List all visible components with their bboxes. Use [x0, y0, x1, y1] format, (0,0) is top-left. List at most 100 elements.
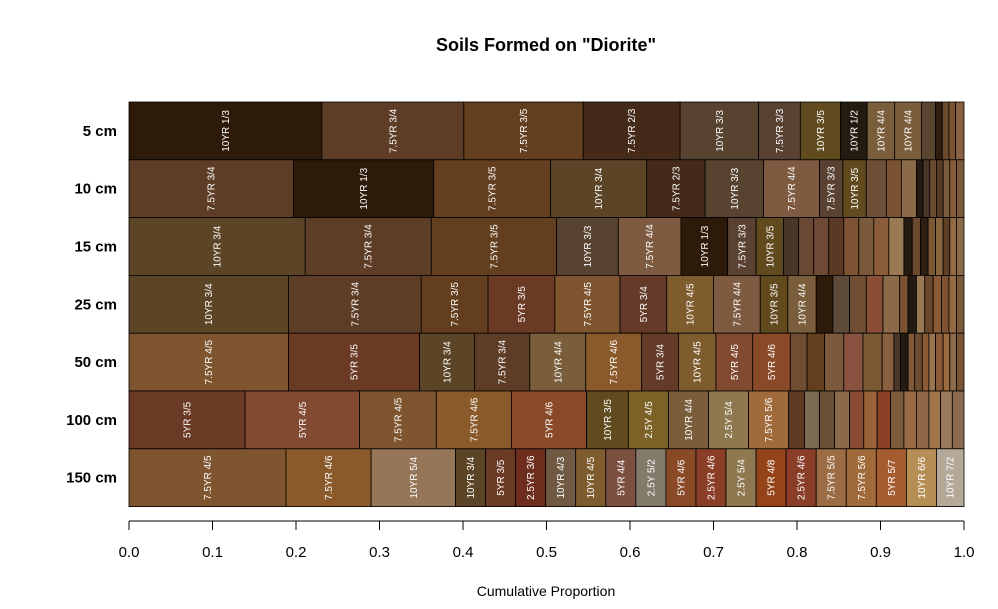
x-axis: 0.0 0.1 0.2 0.3 0.4 0.5 0.6 0.7 0.8 0.9 1.0 — [119, 520, 974, 561]
bar-segment — [785, 448, 817, 507]
segment-label: 10YR 7/2 — [946, 456, 957, 498]
bar-segment — [941, 101, 950, 161]
segment-label: 10YR 3/4 — [466, 456, 477, 498]
bar-segment — [783, 217, 800, 276]
bar-segment — [815, 448, 847, 507]
bar-segment — [956, 159, 965, 219]
bar-segment — [834, 390, 851, 450]
bar-segment — [948, 101, 957, 161]
x-tick-label: 0.5 — [536, 544, 557, 561]
bar-segment — [680, 217, 729, 276]
bar-segment — [550, 159, 648, 219]
segment-label: 10YR 5/4 — [409, 456, 420, 498]
bar-segment — [511, 390, 587, 450]
bar-segment — [876, 390, 891, 450]
segment-label: 10YR 3/5 — [765, 225, 776, 267]
segment-label: 7.5YR 3/4 — [388, 108, 399, 153]
bar-segment — [806, 332, 825, 392]
bar-segment — [545, 448, 577, 507]
bar-segment — [849, 390, 865, 450]
segment-label: 5YR 4/6 — [545, 401, 556, 438]
segment-label: 5YR 5/7 — [887, 459, 898, 496]
segment-label: 10YR 3/4 — [443, 341, 454, 383]
bar-segment — [515, 448, 547, 507]
bar-segment — [956, 274, 965, 334]
bar-segment — [695, 448, 727, 507]
bar-row: 10YR 1/3 7.5YR 3/4 7.5YR 3/5 7.5YR 2/3 10YR … — [128, 101, 965, 161]
segment-label: 10YR 3/5 — [603, 399, 614, 441]
segment-label: 7.5YR 2/3 — [671, 166, 682, 211]
segment-label: 7.5YR 3/5 — [519, 108, 530, 153]
segment-label: 7.5YR 4/4 — [732, 282, 743, 327]
bar-segment — [911, 217, 921, 276]
x-axis-label: Cumulative Proportion — [477, 583, 616, 599]
bar-segment — [903, 390, 917, 450]
bar-segment — [951, 390, 965, 450]
segment-label: 5YR 4/8 — [767, 459, 778, 496]
y-tick-label: 15 cm — [74, 239, 117, 256]
segment-label: 7.5YR 4/5 — [203, 455, 214, 500]
bar-segment — [752, 332, 791, 392]
bar-segment — [905, 448, 937, 507]
bar-segment — [554, 274, 621, 334]
bar-segment — [882, 274, 901, 334]
bar-row: 5YR 3/5 5YR 4/5 7.5YR 4/5 7.5YR 4/6 5YR 4/6 1… — [128, 390, 965, 450]
bar-segment — [921, 332, 930, 392]
bar-segment — [885, 159, 902, 219]
bar-segment — [942, 159, 951, 219]
bar-segment — [936, 448, 965, 507]
bar-row: 10YR 3/4 7.5YR 3/4 7.5YR 3/5 5YR 3/5 7.5YR 4… — [128, 274, 965, 334]
bar-segment — [873, 217, 890, 276]
y-tick-label: 150 cm — [66, 470, 117, 487]
segment-label: 2.5YR 4/6 — [707, 455, 718, 500]
bar-segment — [941, 274, 950, 334]
segment-label: 10YR 4/4 — [904, 110, 915, 152]
bar-segment — [529, 332, 587, 392]
segment-label: 10YR 1/2 — [849, 110, 860, 152]
segment-label: 10YR 3/4 — [204, 283, 215, 325]
x-tick-label: 0.2 — [286, 544, 307, 561]
bar-segment — [433, 159, 552, 219]
bar-segment — [843, 217, 860, 276]
bar-rows: 10YR 1/3 7.5YR 3/4 7.5YR 3/5 7.5YR 2/3 10YR … — [128, 101, 965, 507]
bar-segment — [586, 390, 629, 450]
segment-label: 10YR 3/3 — [715, 110, 726, 152]
segment-label: 7.5YR 3/3 — [737, 224, 748, 269]
bar-segment — [704, 159, 765, 219]
y-tick-label: 5 cm — [83, 123, 117, 140]
segment-label: 5YR 3/4 — [639, 286, 650, 323]
segment-label: 7.5YR 4/6 — [469, 397, 480, 442]
bar-segment — [582, 101, 681, 161]
y-axis-labels: 5 cm 10 cm 15 cm 25 cm 50 cm 100 cm 150 cm — [66, 123, 117, 487]
bar-segment — [888, 217, 905, 276]
segment-label: 7.5YR 5/6 — [764, 397, 775, 442]
x-tick-label: 0.8 — [787, 544, 808, 561]
segment-label: 10YR 3/4 — [213, 225, 224, 267]
bar-segment — [419, 332, 476, 392]
bar-segment — [832, 274, 851, 334]
bar-segment — [927, 217, 937, 276]
bar-segment — [922, 159, 931, 219]
bar-segment — [813, 217, 830, 276]
bar-segment — [128, 332, 289, 392]
segment-label: 7.5YR 4/4 — [645, 224, 656, 269]
segment-label: 7.5YR 4/5 — [393, 397, 404, 442]
bar-segment — [893, 332, 901, 392]
segment-label: 10YR 4/5 — [693, 341, 704, 383]
x-tick-label: 0.4 — [453, 544, 474, 561]
bar-segment — [875, 448, 907, 507]
bar-segment — [668, 390, 709, 450]
segment-label: 2.5Y 4/5 — [644, 401, 655, 439]
bar-segment — [128, 217, 306, 276]
bar-segment — [755, 448, 787, 507]
segment-label: 7.5YR 3/3 — [775, 108, 786, 153]
bar-segment — [907, 274, 917, 334]
bar-segment — [708, 390, 749, 450]
bar-segment — [641, 332, 679, 392]
bar-segment — [824, 332, 845, 392]
bar-segment — [463, 101, 584, 161]
bar-segment — [928, 332, 937, 392]
segment-label: 5YR 4/5 — [298, 401, 309, 438]
segment-label: 5YR 4/4 — [616, 459, 627, 496]
segment-label: 2.5YR 3/6 — [526, 455, 537, 500]
